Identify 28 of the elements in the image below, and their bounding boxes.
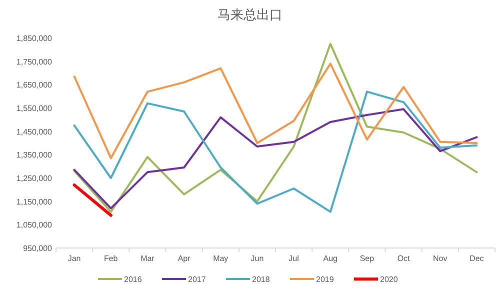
x-tick-label: Sep bbox=[360, 254, 375, 263]
y-tick-label: 950,000 bbox=[23, 244, 53, 253]
y-tick-label: 1,050,000 bbox=[16, 220, 53, 230]
chart-title: 马来总出口 bbox=[218, 7, 282, 22]
x-tick-label: Oct bbox=[397, 254, 411, 263]
y-tick-label: 1,250,000 bbox=[16, 174, 53, 183]
y-tick-label: 1,650,000 bbox=[16, 80, 53, 90]
x-tick-label: Jun bbox=[250, 254, 264, 263]
x-tick-label: Jul bbox=[288, 254, 300, 263]
x-tick-label: Mar bbox=[140, 254, 155, 263]
x-tick-label: Dec bbox=[470, 254, 484, 263]
y-tick-label: 1,750,000 bbox=[16, 57, 53, 66]
y-tick-label: 1,850,000 bbox=[16, 34, 53, 43]
y-tick-label: 1,350,000 bbox=[16, 150, 53, 160]
x-tick-label: Feb bbox=[104, 254, 118, 263]
y-tick-label: 1,450,000 bbox=[16, 127, 53, 136]
x-tick-label: Aug bbox=[323, 254, 338, 263]
legend-label: 2020 bbox=[380, 275, 398, 284]
x-tick-label: Nov bbox=[433, 254, 448, 263]
x-tick-label: Jan bbox=[68, 254, 81, 263]
y-tick-label: 1,550,000 bbox=[16, 104, 53, 113]
x-tick-label: May bbox=[213, 254, 228, 263]
y-tick-label: 1,150,000 bbox=[16, 197, 53, 206]
x-tick-label: Apr bbox=[178, 254, 191, 263]
legend-label: 2019 bbox=[316, 275, 334, 284]
legend-label: 2017 bbox=[188, 275, 206, 284]
legend-label: 2018 bbox=[252, 275, 270, 284]
legend-label: 2016 bbox=[124, 275, 142, 284]
